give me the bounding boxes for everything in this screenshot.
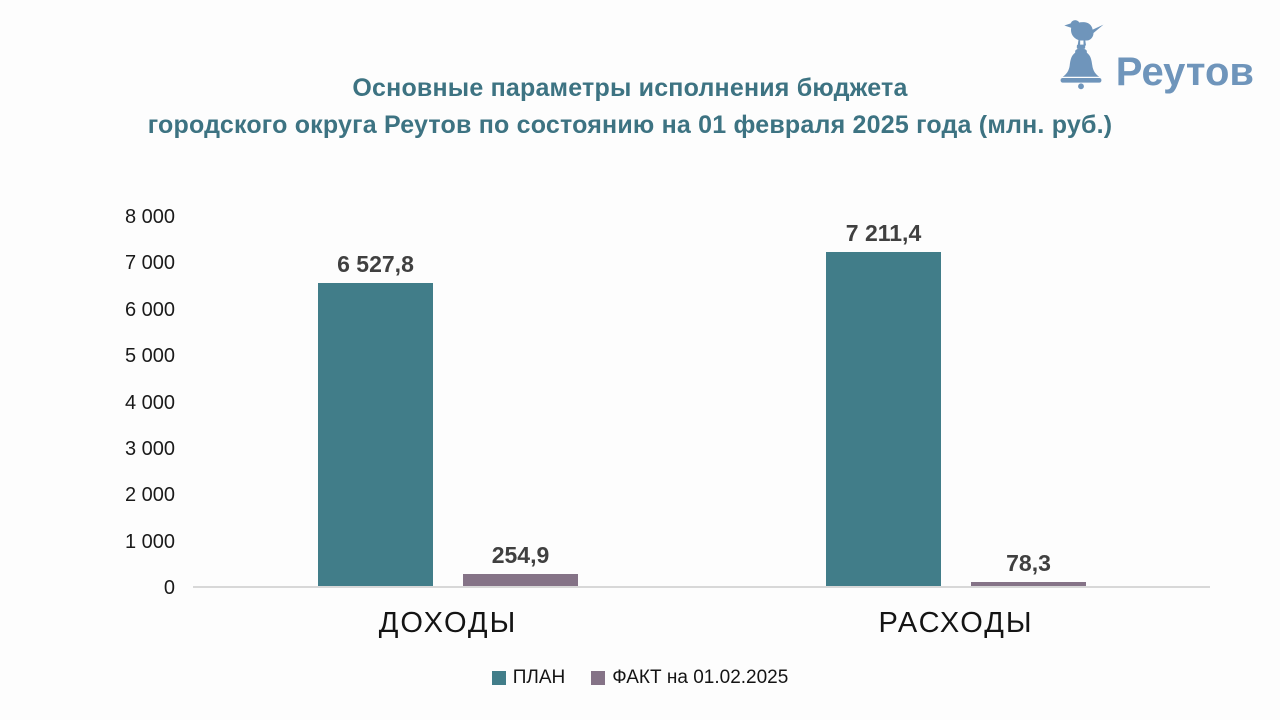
bar-rect <box>971 582 1086 586</box>
x-label-rashody: РАСХОДЫ <box>878 607 1034 639</box>
chart-title: Основные параметры исполнения бюджета го… <box>10 70 1250 144</box>
y-tick-label: 8 000 <box>124 206 175 228</box>
bar-rect <box>318 283 433 586</box>
chart-legend: ПЛАН ФАКТ на 01.02.2025 <box>0 667 1280 689</box>
y-tick-label: 4 000 <box>124 391 175 414</box>
bar-dohody: 6 527,8 <box>318 251 433 586</box>
bar-value-label: 78,3 <box>1006 550 1051 577</box>
y-tick-label: 7 000 <box>124 252 175 275</box>
y-tick-label: 5 000 <box>124 345 175 368</box>
y-tick-label: 1 000 <box>124 530 175 553</box>
bar-value-label: 7 211,4 <box>845 219 922 246</box>
legend-item: ПЛАН <box>491 667 566 689</box>
y-axis: 0 1 000 2 000 3 000 4 000 5 000 6 000 7 000 8 00… <box>60 206 175 599</box>
y-tick-label: 2 000 <box>124 484 175 507</box>
legend-color-chip <box>591 671 606 685</box>
logo-wordmark: Реутов <box>1115 50 1254 94</box>
legend-series-label: ПЛАН <box>512 667 566 688</box>
bar-value-label: 254,9 <box>491 542 550 569</box>
bar-dohody: 254,9 <box>463 542 578 586</box>
bar-rect <box>463 574 578 586</box>
y-tick-label: 0 <box>163 577 175 599</box>
x-label-dohody: ДОХОДЫ <box>378 607 518 639</box>
bar-group-dohody: 6 527,8 254,9 <box>318 251 578 586</box>
bar-group-rashody: 7 211,4 78,3 <box>826 220 1086 586</box>
bird-on-bell-icon <box>1056 12 1106 94</box>
y-tick-label: 6 000 <box>124 298 175 321</box>
legend-color-chip <box>491 671 506 685</box>
bar-rashody: 7 211,4 <box>826 220 941 586</box>
legend-series-label: ФАКТ на 01.02.2025 <box>612 667 789 688</box>
reutov-logo: Реутов <box>1056 12 1254 94</box>
y-tick-label: 3 000 <box>124 437 175 460</box>
bar-value-label: 6 527,8 <box>337 251 414 278</box>
plot-area: 6 527,8 254,9 7 211,4 78,3 <box>193 217 1210 588</box>
legend-item: ФАКТ на 01.02.2025 <box>591 667 788 689</box>
chart-title-line2: городского округа Реутов по состоянию на… <box>147 111 1113 139</box>
chart-title-line1: Основные параметры исполнения бюджета <box>352 74 908 102</box>
bar-rashody: 78,3 <box>971 550 1086 586</box>
bar-rect <box>826 251 941 586</box>
